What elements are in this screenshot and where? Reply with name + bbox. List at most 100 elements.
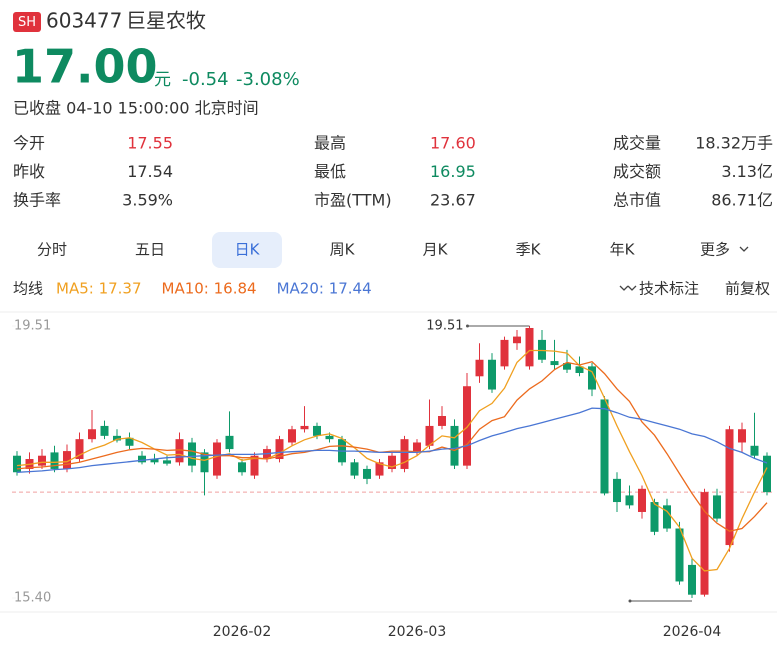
stat-value: 17.55 [127, 134, 173, 153]
price: 17.00 [12, 40, 158, 94]
candle-body [63, 451, 71, 469]
x-tick-label: 2026-04 [663, 624, 722, 640]
stat-label: 成交额 [613, 162, 661, 181]
candle-body [475, 359, 484, 377]
ma-line [16, 349, 768, 572]
tab[interactable]: 周K [330, 241, 356, 259]
stat-label: 成交量 [613, 134, 661, 153]
tab[interactable]: 分时 [37, 241, 67, 259]
candle-body [638, 488, 646, 512]
candle-body [350, 462, 359, 476]
stat-value: 86.71亿 [711, 191, 773, 210]
candle-body [463, 386, 471, 466]
candle-body [575, 366, 584, 373]
candle-body [738, 429, 746, 443]
high-annotation-dot [466, 324, 469, 328]
candle-body [450, 425, 459, 466]
candle-body [75, 439, 84, 460]
stat-label: 最高 [314, 134, 346, 153]
stat-value: 3.59% [122, 191, 173, 210]
stat-label: 换手率 [13, 191, 61, 210]
candle-body [163, 460, 171, 464]
candle-body [725, 429, 734, 546]
high-annotation-label: 19.51 [426, 319, 463, 334]
candle-body [200, 452, 209, 473]
stat-value: 17.60 [430, 134, 476, 153]
candle-body [300, 425, 309, 430]
legend-entry: MA10: 16.84 [162, 280, 257, 298]
candle-body [600, 399, 609, 494]
stat-value: 23.67 [430, 191, 476, 210]
low-annotation-dot [628, 599, 632, 603]
candle-body [763, 455, 771, 493]
candle-body [213, 442, 221, 476]
candle-body [513, 336, 521, 344]
legend-entry: MA20: 17.44 [277, 280, 372, 298]
stat-label: 最低 [314, 162, 346, 181]
legend-entry: MA5: 17.37 [56, 280, 142, 298]
stock-name: 巨星农牧 [126, 9, 206, 33]
adjust-button[interactable]: 前复权 [725, 280, 770, 298]
ma-label: 均线 [13, 280, 43, 298]
candle-body [38, 455, 46, 466]
candle-body [700, 492, 709, 595]
tab[interactable]: 五日 [135, 241, 165, 259]
market-status: 已收盘 04-10 15:00:00 北京时间 [13, 99, 259, 118]
price-change-pct: -3.08% [236, 69, 300, 90]
stat-label: 昨收 [13, 162, 45, 181]
candle-body [13, 455, 21, 473]
tab[interactable]: 年K [610, 241, 636, 259]
candle-body [650, 502, 659, 532]
candle-body [625, 495, 634, 506]
candle-body [238, 462, 246, 473]
y-tick-label: 15.40 [14, 591, 51, 606]
more-chevron[interactable] [739, 246, 749, 252]
x-tick-label: 2026-03 [388, 624, 447, 640]
candle-body [363, 468, 371, 479]
market-badge-bg [13, 12, 41, 32]
price-unit: 元 [154, 70, 171, 90]
candle-body [488, 359, 496, 390]
tab[interactable]: 月K [423, 241, 449, 259]
tab-active-bg [212, 232, 282, 268]
stat-value: 16.95 [430, 162, 476, 181]
ma-line [16, 407, 768, 473]
market-badge: SH [18, 15, 36, 30]
candle-body [113, 435, 121, 441]
stat-value: 3.13亿 [721, 162, 773, 181]
candle-body [325, 435, 334, 440]
y-tick-label: 19.51 [14, 319, 51, 334]
candle-body [188, 442, 196, 466]
annotate-button[interactable]: 技术标注 [639, 280, 699, 298]
stat-label: 总市值 [613, 191, 661, 210]
candle-body [713, 495, 721, 519]
annotate-icon[interactable] [619, 285, 637, 291]
candle-body [550, 361, 559, 366]
candle-body [750, 445, 759, 456]
stat-value: 18.32万手 [695, 134, 773, 153]
candle-body [400, 439, 409, 469]
candle-body [138, 455, 146, 463]
candle-body [675, 528, 684, 582]
candle-body [425, 425, 434, 446]
candle-body [100, 425, 109, 436]
x-tick-label: 2026-02 [213, 624, 272, 640]
candle-body [125, 437, 134, 446]
price-change: -0.54 [182, 69, 229, 90]
candle-body [50, 452, 59, 469]
candle-body [150, 459, 159, 463]
stat-label: 市盈(TTM) [314, 191, 392, 210]
candle-body [613, 478, 621, 503]
candle-body [538, 339, 546, 360]
stat-value: 17.54 [127, 162, 173, 181]
candle-body [175, 439, 184, 463]
tab[interactable]: 更多 [700, 241, 730, 259]
candle-body [375, 462, 384, 476]
candle-body [88, 429, 96, 440]
candle-body [413, 442, 421, 453]
tab[interactable]: 日K [235, 241, 261, 259]
stat-label: 今开 [13, 134, 45, 153]
candle-body [313, 425, 321, 436]
tab[interactable]: 季K [516, 241, 542, 259]
candle-body [688, 564, 696, 595]
